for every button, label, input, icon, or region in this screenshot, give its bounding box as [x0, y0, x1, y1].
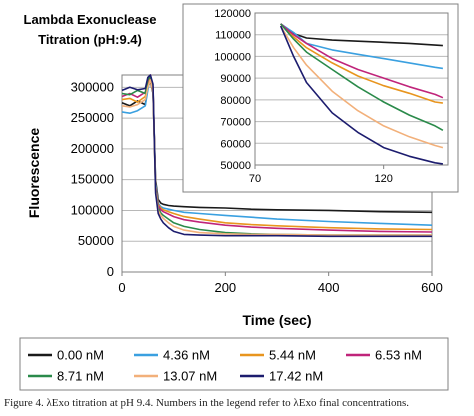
main-y-tick-label: 150000: [71, 172, 114, 187]
main-x-tick-label: 600: [421, 280, 443, 295]
main-y-tick-label: 250000: [71, 110, 114, 125]
main-series-line: [121, 79, 432, 236]
inset-y-tick-label: 50000: [220, 160, 251, 172]
inset-plot-frame: [254, 12, 449, 166]
main-x-tick-label: 400: [318, 280, 340, 295]
main-x-tick-label: 0: [118, 280, 125, 295]
main-series-line: [121, 74, 432, 238]
legend-label: 4.36 nM: [163, 348, 210, 363]
inset-series-line: [280, 23, 443, 47]
figure: Lambda Exonuclease Titration (pH:9.4) 0 5…: [19, 3, 459, 391]
inset-series-line: [280, 23, 444, 131]
legend-label: 13.07 nM: [163, 369, 217, 384]
y-axis-label: Fluorescence: [26, 128, 42, 218]
main-y-tick-label: 100000: [71, 202, 114, 217]
main-plot: 0 50000 100000 150000 200000 250000 300000 0 20…: [71, 74, 443, 295]
legend-label: 5.44 nM: [269, 348, 316, 363]
inset-series-line: [280, 23, 444, 70]
inset-y-tick-label: 110000: [215, 30, 251, 42]
main-x-tick-label: 200: [214, 280, 236, 295]
main-y-tick-label: 300000: [71, 79, 114, 94]
inset-chart: 50000 60000 70000 80000 90000 100000 110000 120…: [182, 3, 459, 193]
inset-y-tick-label: 120000: [214, 8, 251, 20]
inset-series-line: [280, 25, 444, 149]
inset-series-line: [279, 25, 444, 165]
chart-title-line-1: Lambda Exonuclease: [24, 12, 157, 27]
legend-label: 0.00 nM: [57, 348, 104, 363]
chart-title-line-2: Titration (pH:9.4): [38, 32, 142, 47]
legend: 0.00 nM 4.36 nM 5.44 nM 6.53 nM 8.71 nM 13.07…: [19, 337, 449, 391]
main-y-tick-label: 50000: [78, 233, 114, 248]
inset-y-tick-label: 80000: [220, 95, 251, 107]
inset-y-tick-label: 100000: [214, 51, 251, 63]
legend-label: 6.53 nM: [375, 348, 422, 363]
main-y-tick-label: 0: [107, 264, 114, 279]
inset-x-tick-label: 70: [249, 173, 261, 185]
inset-x-tick-label: 120: [374, 173, 392, 185]
inset-series-line: [280, 23, 444, 104]
inset-y-tick-label: 60000: [220, 138, 251, 150]
legend-label: 17.42 nM: [269, 369, 323, 384]
x-axis-label: Time (sec): [243, 312, 312, 328]
legend-box: [19, 337, 449, 391]
inset-y-tick-label: 70000: [220, 117, 251, 129]
inset-y-tick-label: 90000: [220, 73, 251, 85]
main-y-tick-label: 200000: [71, 141, 114, 156]
figure-caption: Figure 4. λExo titration at pH 9.4. Numb…: [4, 397, 410, 409]
main-series-line: [121, 75, 433, 226]
legend-label: 8.71 nM: [57, 369, 104, 384]
inset-series-line: [280, 23, 444, 99]
